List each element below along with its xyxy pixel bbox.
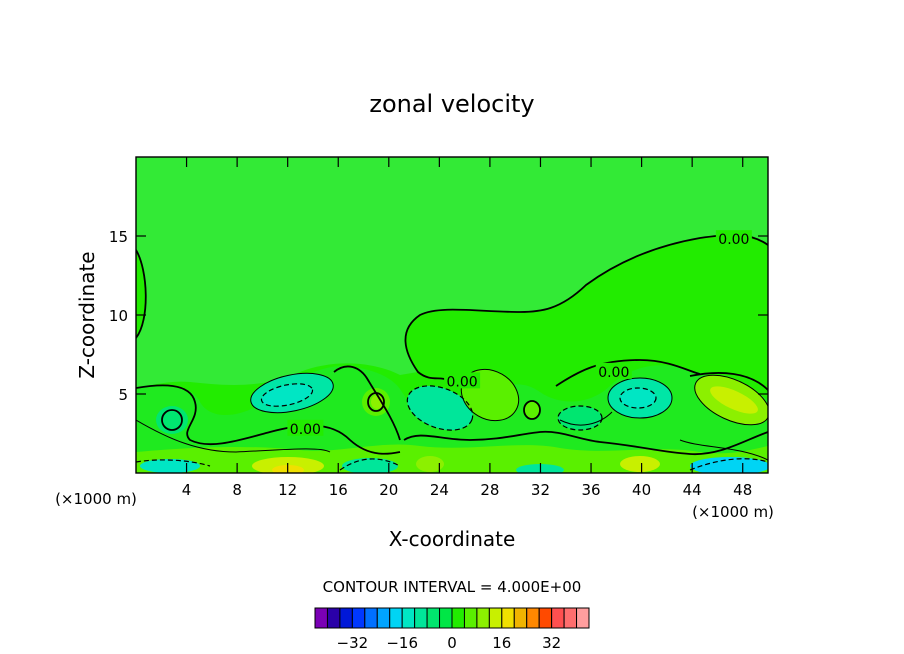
colorbar-swatch (339, 607, 353, 629)
zero-contour-lower2 (403, 430, 768, 455)
contour-label: 0.00 (290, 422, 321, 438)
colorbar-swatch (476, 607, 490, 629)
zero-contour-cell (333, 365, 401, 441)
x-tick-label: 24 (430, 481, 449, 499)
x-tick-label: 20 (379, 481, 398, 499)
surface-positive (620, 456, 660, 472)
zero-contour-upper (404, 234, 768, 381)
y-axis-label: Z-coordinate (75, 251, 99, 378)
colorbar-swatch (463, 607, 478, 629)
zero-contour-left (136, 249, 147, 339)
plot-area (135, 156, 769, 474)
x-tick-label: 40 (632, 481, 651, 499)
contour-label-bg (287, 419, 324, 436)
negative-cell (407, 385, 473, 431)
zero-contour-small (523, 400, 541, 420)
colorbar-tick-label: 0 (447, 634, 457, 652)
contour-label-bg (715, 230, 752, 247)
thin-contours (136, 368, 768, 461)
colorbar-swatch (451, 607, 465, 629)
negative-cell-core (261, 383, 313, 407)
contour-label: 0.00 (598, 365, 629, 381)
colorbar-tick-label: 16 (492, 634, 511, 652)
x-tick-label: 16 (329, 481, 348, 499)
x-tick-label: 12 (278, 481, 297, 499)
colorbar-swatch (551, 607, 565, 629)
x-axis-label: X-coordinate (389, 527, 516, 551)
contour-region-upper (136, 157, 768, 388)
positive-cell (524, 401, 540, 419)
colorbar-swatch (563, 607, 578, 629)
colorbar-swatch (439, 607, 453, 629)
surface-negative (342, 458, 398, 473)
colorbar-swatch (414, 607, 428, 629)
contour-labels: 0.00 0.00 0.00 0.00 (287, 230, 752, 438)
surface-positive (416, 456, 444, 472)
x-tick-label: 48 (733, 481, 752, 499)
filled-contours (136, 157, 768, 473)
chart-title: zonal velocity (369, 90, 534, 118)
contour-label-bg (444, 372, 481, 389)
colorbar-swatch (364, 607, 378, 629)
colorbar-swatch (351, 607, 366, 629)
colorbar-tick-label: 32 (542, 634, 561, 652)
y-tick-label: 10 (109, 307, 128, 325)
x-tick-label: 32 (531, 481, 550, 499)
colorbar-swatch (488, 607, 503, 629)
x-unit-left: (×1000 m) (55, 490, 137, 508)
colorbar-swatch (314, 607, 328, 629)
zero-contour-small (367, 392, 385, 412)
colorbar-tick-label: −16 (386, 634, 418, 652)
colorbar-swatch (326, 607, 341, 629)
colorbar-tick-label: −32 (337, 634, 369, 652)
colorbar-swatch (426, 607, 441, 629)
zero-contour-mid (555, 359, 701, 387)
contour-label: 0.00 (447, 374, 478, 390)
x-tick-label: 44 (683, 481, 702, 499)
colorbar-swatch (376, 607, 391, 629)
x-tick-label: 36 (581, 481, 600, 499)
x-tick-label: 28 (480, 481, 499, 499)
positive-cell-core (710, 386, 758, 414)
y-tick-label: 5 (118, 386, 128, 404)
colorbar-swatch (526, 607, 540, 629)
x-tick-label: 4 (182, 481, 192, 499)
surface-negative (140, 459, 200, 473)
colorbar-swatch (513, 607, 528, 629)
x-unit-right: (×1000 m) (692, 503, 774, 521)
x-axis: 4 8 12 16 20 24 28 32 36 40 44 48 (182, 157, 752, 499)
colorbar: −32 −16 0 16 32 (314, 607, 590, 652)
contour-label-bg (595, 362, 632, 379)
contour-lines (136, 234, 768, 455)
negative-cell-core (620, 388, 656, 408)
zero-contour-small (161, 409, 183, 431)
y-tick-label: 15 (109, 228, 128, 246)
colorbar-swatch (576, 607, 590, 629)
contour-label: 0.00 (718, 232, 749, 248)
x-tick-label: 8 (232, 481, 242, 499)
surface-negative (690, 457, 768, 473)
colorbar-swatch (401, 607, 416, 629)
zero-contour-lower (136, 384, 401, 455)
colorbar-swatch (501, 607, 515, 629)
zero-contour-right (689, 372, 768, 391)
negative-contours (136, 383, 768, 471)
colorbar-swatch (538, 607, 553, 629)
contour-interval-text: CONTOUR INTERVAL = 4.000E+00 (323, 578, 582, 596)
y-axis: 5 10 15 (109, 228, 768, 404)
colorbar-swatch (389, 607, 403, 629)
